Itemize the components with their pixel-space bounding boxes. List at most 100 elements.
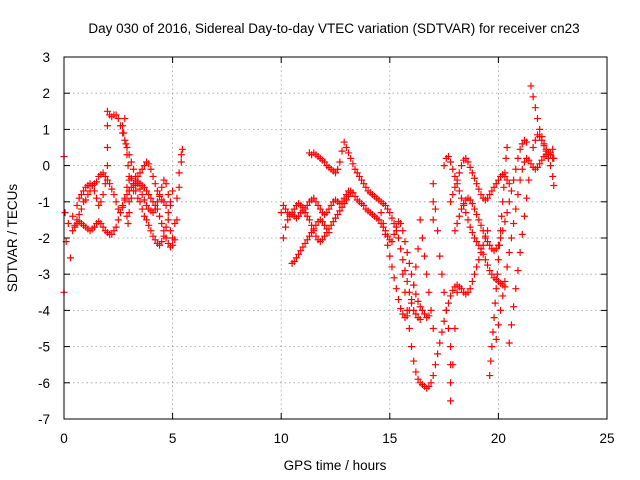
data-point [349, 160, 357, 168]
data-point [487, 357, 495, 365]
data-point [153, 187, 161, 195]
data-point [401, 238, 409, 246]
data-point [123, 144, 131, 151]
data-point [418, 306, 426, 314]
data-point [444, 153, 452, 161]
data-point [501, 169, 509, 177]
data-point [412, 290, 420, 298]
data-point [77, 205, 85, 213]
data-point [360, 180, 368, 188]
data-point [178, 145, 186, 153]
data-point [390, 230, 398, 238]
data-point [169, 241, 177, 249]
data-point [143, 201, 151, 209]
data-point [67, 254, 75, 262]
data-point [527, 82, 535, 90]
data-point [457, 205, 465, 213]
data-point [527, 160, 535, 168]
data-point [497, 234, 505, 242]
data-point [405, 325, 413, 332]
data-point [488, 187, 496, 195]
data-point [529, 93, 537, 101]
data-point [347, 189, 355, 197]
data-point [310, 225, 318, 233]
data-point [538, 136, 546, 144]
data-point [140, 212, 148, 220]
data-point [327, 221, 335, 229]
data-point [466, 196, 474, 204]
data-point [436, 339, 444, 347]
data-point [399, 270, 407, 278]
data-point [93, 194, 101, 202]
data-point [80, 187, 88, 195]
data-point [84, 191, 92, 199]
data-point [471, 234, 479, 242]
data-point [520, 158, 528, 166]
data-point [416, 303, 424, 311]
data-point [457, 285, 465, 293]
data-point [499, 198, 507, 206]
data-point [440, 162, 448, 170]
data-point [475, 216, 483, 224]
data-point [516, 145, 524, 153]
data-point [325, 229, 333, 237]
data-point [171, 236, 179, 244]
data-point [447, 343, 455, 351]
data-point [408, 296, 416, 304]
data-point [550, 182, 558, 190]
data-point [110, 227, 118, 235]
data-point [164, 239, 172, 247]
data-point [492, 245, 500, 253]
data-point [494, 321, 502, 329]
data-point [447, 379, 455, 387]
data-point [351, 192, 359, 200]
data-point [412, 263, 420, 271]
data-point [362, 183, 370, 191]
data-point [503, 209, 511, 217]
data-point [444, 325, 452, 332]
data-point [416, 216, 424, 224]
y-tick-label: 1 [42, 122, 50, 137]
data-point [399, 310, 407, 318]
data-point [464, 216, 472, 224]
data-point [497, 227, 505, 235]
data-point [175, 169, 183, 177]
data-point [475, 185, 483, 193]
data-point [414, 375, 422, 383]
data-point [394, 234, 402, 242]
data-point [384, 241, 392, 249]
data-point [156, 212, 164, 220]
data-point [505, 339, 513, 347]
data-point [132, 182, 140, 190]
data-point [451, 183, 459, 191]
data-point [145, 160, 153, 168]
data-point [120, 129, 128, 137]
data-point [158, 220, 166, 228]
data-point [549, 172, 557, 180]
data-point [177, 158, 185, 166]
x-tick-label: 25 [599, 431, 614, 446]
y-axis-label: SDTVAR / TECUs [5, 184, 20, 293]
data-point [173, 216, 181, 224]
data-point [149, 209, 157, 217]
data-point [492, 285, 500, 293]
data-point [156, 191, 164, 199]
data-point [160, 227, 168, 235]
data-point [468, 200, 476, 208]
data-point [332, 214, 339, 222]
axis-ticks: 0 5 10 15 20 25 -7 -6 -5 -4 -3 -2 -1 0 1 2 3 [38, 50, 615, 446]
data-point [477, 245, 485, 253]
data-point [351, 165, 359, 173]
data-point [495, 241, 503, 249]
data-point [77, 191, 85, 199]
data-point [164, 216, 172, 224]
data-point [345, 192, 353, 200]
data-point [158, 183, 166, 191]
y-tick-label: -6 [38, 376, 50, 391]
data-points [60, 82, 558, 405]
data-point [397, 245, 405, 253]
data-point [303, 236, 311, 244]
data-point [123, 151, 131, 159]
data-point [523, 194, 531, 202]
